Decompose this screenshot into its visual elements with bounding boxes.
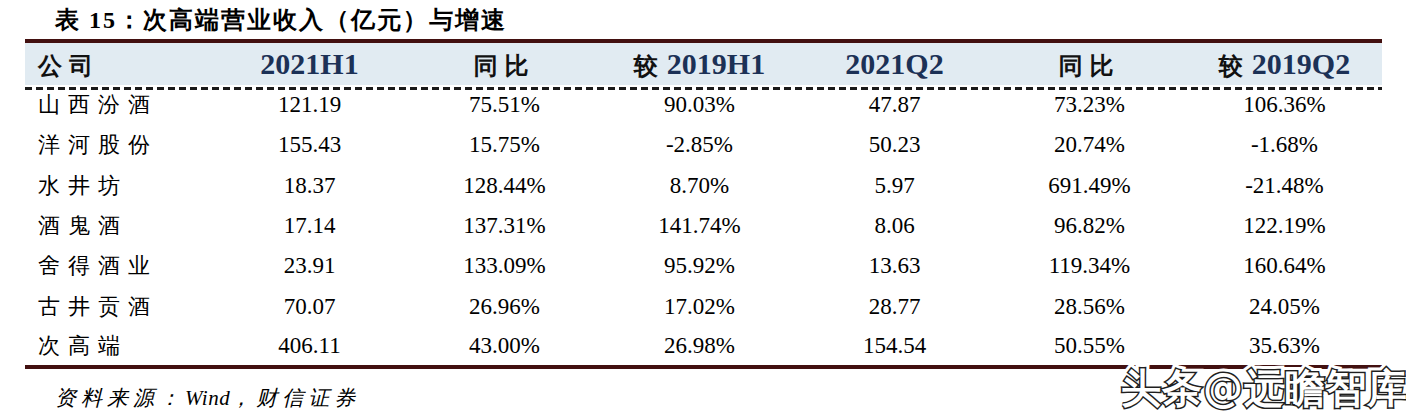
- value-cell: -2.85%: [602, 125, 797, 165]
- col-header-yoy-h1: 同比: [407, 41, 602, 85]
- value-cell: 406.11: [212, 327, 407, 367]
- table-row: 洋河股份 155.43 15.75% -2.85% 50.23 20.74% -…: [25, 125, 1382, 165]
- value-cell: 106.36%: [1187, 85, 1382, 125]
- col-header-vs2019h1: 较2019H1: [602, 41, 797, 85]
- value-cell: 24.05%: [1187, 286, 1382, 326]
- col-header-2021h1: 2021H1: [212, 41, 407, 85]
- value-cell: -1.68%: [1187, 125, 1382, 165]
- value-cell: 96.82%: [992, 206, 1187, 246]
- source-label: 资料来源：: [55, 386, 185, 410]
- company-cell: 次高端: [25, 327, 212, 367]
- value-cell: 8.70%: [602, 166, 797, 206]
- col-header-vs2019q2: 较2019Q2: [1187, 41, 1382, 85]
- value-cell: 160.64%: [1187, 246, 1382, 286]
- value-cell: 50.23: [797, 125, 992, 165]
- value-cell: 95.92%: [602, 246, 797, 286]
- company-cell: 山西汾酒: [25, 85, 212, 125]
- table-row: 水井坊 18.37 128.44% 8.70% 5.97 691.49% -21…: [25, 166, 1382, 206]
- source-rest: ，财信证券: [230, 386, 360, 410]
- table-row: 古井贡酒 70.07 26.96% 17.02% 28.77 28.56% 24…: [25, 286, 1382, 326]
- value-cell: 47.87: [797, 85, 992, 125]
- source-note: 资料来源：Wind，财信证券: [55, 384, 360, 412]
- value-cell: 691.49%: [992, 166, 1187, 206]
- value-cell: 121.19: [212, 85, 407, 125]
- value-cell: 119.34%: [992, 246, 1187, 286]
- company-cell: 古井贡酒: [25, 286, 212, 326]
- company-cell: 水井坊: [25, 166, 212, 206]
- company-cell: 洋河股份: [25, 125, 212, 165]
- value-cell: 133.09%: [407, 246, 602, 286]
- value-cell: 90.03%: [602, 85, 797, 125]
- value-cell: 8.06: [797, 206, 992, 246]
- value-cell: 17.14: [212, 206, 407, 246]
- value-cell: 17.02%: [602, 286, 797, 326]
- header-separator-dashed-line: [25, 87, 1382, 90]
- table-title: 表 15：次高端营业收入（亿元）与增速: [55, 4, 507, 36]
- company-cell: 舍得酒业: [25, 246, 212, 286]
- value-cell: 23.91: [212, 246, 407, 286]
- source-latin: Wind: [185, 386, 230, 410]
- value-cell: 20.74%: [992, 125, 1187, 165]
- watermark: 头条@远瞻智库 头条@远瞻智库: [1119, 360, 1406, 417]
- header-row: 公司 2021H1 同比 较2019H1 2021Q2 同比 较2019Q2: [25, 41, 1382, 85]
- value-cell: 18.37: [212, 166, 407, 206]
- value-cell: 154.54: [797, 327, 992, 367]
- value-cell: 75.51%: [407, 85, 602, 125]
- table-row: 舍得酒业 23.91 133.09% 95.92% 13.63 119.34% …: [25, 246, 1382, 286]
- value-cell: 15.75%: [407, 125, 602, 165]
- value-cell: 137.31%: [407, 206, 602, 246]
- company-cell: 酒鬼酒: [25, 206, 212, 246]
- col-header-company: 公司: [25, 41, 212, 85]
- value-cell: 26.96%: [407, 286, 602, 326]
- value-cell: 13.63: [797, 246, 992, 286]
- value-cell: 28.77: [797, 286, 992, 326]
- value-cell: 128.44%: [407, 166, 602, 206]
- value-cell: 28.56%: [992, 286, 1187, 326]
- value-cell: 73.23%: [992, 85, 1187, 125]
- col-header-2021q2: 2021Q2: [797, 41, 992, 85]
- value-cell: 155.43: [212, 125, 407, 165]
- value-cell: 5.97: [797, 166, 992, 206]
- value-cell: 43.00%: [407, 327, 602, 367]
- table-row: 山西汾酒 121.19 75.51% 90.03% 47.87 73.23% 1…: [25, 85, 1382, 125]
- value-cell: 122.19%: [1187, 206, 1382, 246]
- value-cell: -21.48%: [1187, 166, 1382, 206]
- value-cell: 70.07: [212, 286, 407, 326]
- value-cell: 141.74%: [602, 206, 797, 246]
- col-header-yoy-q2: 同比: [992, 41, 1187, 85]
- table-row: 酒鬼酒 17.14 137.31% 141.74% 8.06 96.82% 12…: [25, 206, 1382, 246]
- svg-text:头条@远瞻智库: 头条@远瞻智库: [1121, 365, 1406, 411]
- value-cell: 26.98%: [602, 327, 797, 367]
